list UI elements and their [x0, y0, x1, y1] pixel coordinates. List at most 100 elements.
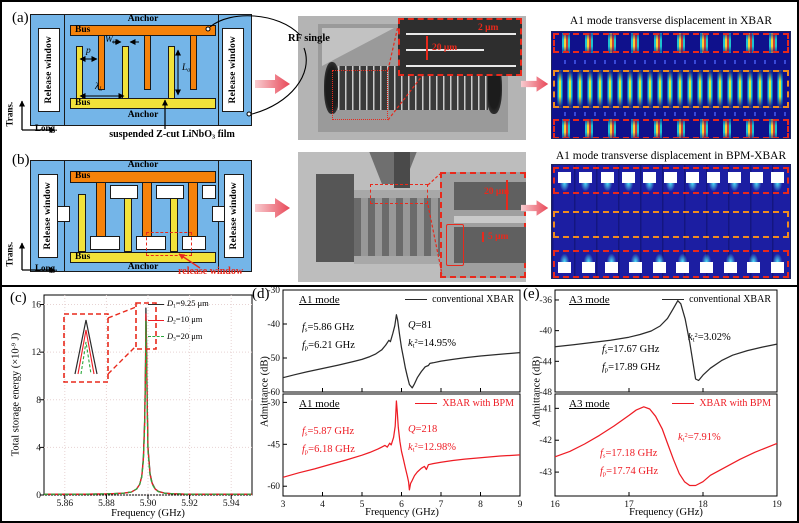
sim-xbar-image: [551, 31, 791, 139]
legend-item: D3=20 μm: [148, 330, 209, 346]
sem-bpm-outline: [446, 224, 464, 266]
panel-a-bus-bottom-label: Bus: [75, 98, 91, 108]
legend-swatch-black: [662, 299, 685, 301]
svg-text:19: 19: [772, 500, 782, 510]
admittance-plot-a3-conventional: -36 -40 -44 -48: [539, 289, 778, 398]
panel-b-electrode: [96, 182, 106, 238]
bpm-square: [558, 254, 571, 273]
bpm-square: [579, 172, 593, 191]
svg-text:16: 16: [550, 500, 560, 510]
svg-text:5: 5: [360, 500, 365, 510]
flow-arrow-icon: [255, 198, 290, 218]
sem-feed-slot: [394, 152, 410, 188]
panel-b-anchor-bottom-label: Anchor: [127, 262, 159, 272]
svg-text:-60: -60: [267, 388, 280, 398]
release-window-label: Release window: [228, 36, 238, 104]
panel-b-inner-release-window: [182, 236, 206, 250]
panel-b-electrode: [188, 182, 198, 238]
svg-text:4: 4: [36, 443, 41, 453]
sim-bpm-image: [551, 164, 791, 279]
sem-inset-line: [406, 33, 516, 35]
bpm-square: [747, 254, 761, 273]
admittance-plot-a1-conventional: -30 -40 -50 -60: [267, 286, 521, 398]
panel-b-inner-release-window: [136, 236, 166, 250]
bpm-square: [581, 254, 595, 273]
panel-e-ylabel: Admittance (dB): [531, 356, 543, 427]
flow-arrow-icon: [521, 200, 549, 216]
svg-text:0: 0: [36, 491, 41, 501]
legend-item: D1=9.25 μm: [148, 297, 209, 313]
bpm-square: [707, 172, 721, 191]
panel-b-release-window-left: Release window: [38, 174, 58, 258]
svg-text:17: 17: [624, 500, 634, 510]
svg-text:5.90: 5.90: [140, 499, 157, 509]
e-top-mode-label: A3 mode: [569, 294, 610, 306]
bpm-square: [600, 172, 614, 191]
bpm-square: [749, 172, 763, 191]
panel-a-anchor-bottom-label: Anchor: [127, 110, 159, 120]
e-bottom-fp: fp=17.74 GHz: [600, 466, 659, 478]
svg-text:-30: -30: [267, 286, 280, 296]
sem-scale-5um: 5 μm: [488, 232, 509, 242]
svg-text:5.86: 5.86: [56, 499, 73, 509]
sem-idt-bus: [354, 256, 466, 264]
panel-b-trans-axis-label: Trans.: [4, 241, 15, 267]
svg-text:8: 8: [478, 500, 483, 510]
flow-arrow-icon: [521, 76, 549, 92]
sem-image-xbar: 2 μm 20 μm: [298, 16, 526, 140]
panel-c-ylabel: Total storage energy (×10-9 J): [10, 332, 22, 457]
e-bottom-legend: XBAR with BPM: [672, 398, 771, 409]
e-bottom-kt: kt2=7.91%: [678, 432, 721, 444]
panel-b-bus-top: [70, 171, 216, 183]
panel-b-electrode: [142, 182, 152, 238]
bpm-squares-bottom: [555, 252, 787, 276]
panel-a-label: (a): [12, 10, 29, 26]
panel-b-inner-release-window: [156, 185, 184, 199]
flow-arrow-icon: [255, 74, 290, 94]
release-window-callout: release window: [178, 266, 244, 277]
sem-zoom-region-box: [332, 70, 388, 120]
panel-d-xlabel: Frequency (GHz): [365, 507, 439, 518]
panel-a-release-window-left: Release window: [38, 28, 60, 112]
e-top-fs: fs=17.67 GHz: [602, 344, 660, 356]
panel-a-electrode: [76, 46, 83, 99]
svg-text:7: 7: [439, 500, 444, 510]
d-top-fs: fs=5.86 GHz: [302, 322, 355, 334]
sim-bpm-top-band: [553, 167, 789, 194]
panel-b-release-stub-right: [212, 206, 225, 222]
bpm-square: [723, 254, 737, 273]
sem-scale-20um: 20 μm: [484, 187, 510, 197]
svg-text:5.88: 5.88: [98, 499, 115, 509]
svg-text:5.92: 5.92: [181, 499, 198, 509]
svg-text:-48: -48: [539, 388, 552, 398]
bpm-square: [628, 254, 642, 273]
panel-c-label: (c): [10, 290, 27, 306]
d-top-mode-label: A1 mode: [299, 294, 340, 306]
bpm-square: [699, 254, 713, 273]
e-top-fp: fp=17.89 GHz: [602, 362, 661, 374]
svg-text:-40: -40: [539, 327, 552, 337]
svg-text:8: 8: [36, 396, 41, 406]
bpm-square: [558, 172, 571, 191]
legend-item: D2=10 μm: [148, 313, 209, 329]
svg-text:-41: -41: [539, 404, 552, 414]
bpm-square: [621, 172, 635, 191]
legend-swatch-red: [672, 403, 695, 405]
sem-zoom-region-box: [370, 184, 428, 204]
sim-active-band: [553, 70, 789, 108]
sim-xbar-title: A1 mode transverse displacement in XBAR: [569, 15, 773, 27]
panel-e-xlabel: Frequency (GHz): [629, 507, 703, 518]
svg-text:-30: -30: [267, 398, 280, 408]
panel-a-anchor-line-right: [218, 14, 219, 126]
release-window-label: Release window: [43, 182, 53, 250]
bpm-square: [664, 172, 678, 191]
panel-c-legend: D1=9.25 μm D2=10 μm D3=20 μm: [148, 297, 209, 346]
sem-scale-2um: 2 μm: [478, 23, 499, 33]
svg-text:-50: -50: [267, 354, 280, 364]
sem-scalebar: [482, 232, 484, 242]
panel-a-bus-top-label: Bus: [75, 25, 91, 35]
svg-text:6: 6: [399, 500, 404, 510]
d-top-q: Q=81: [408, 320, 433, 331]
d-top-kt: kt2=14.95%: [408, 338, 457, 350]
bpm-square: [770, 254, 784, 273]
